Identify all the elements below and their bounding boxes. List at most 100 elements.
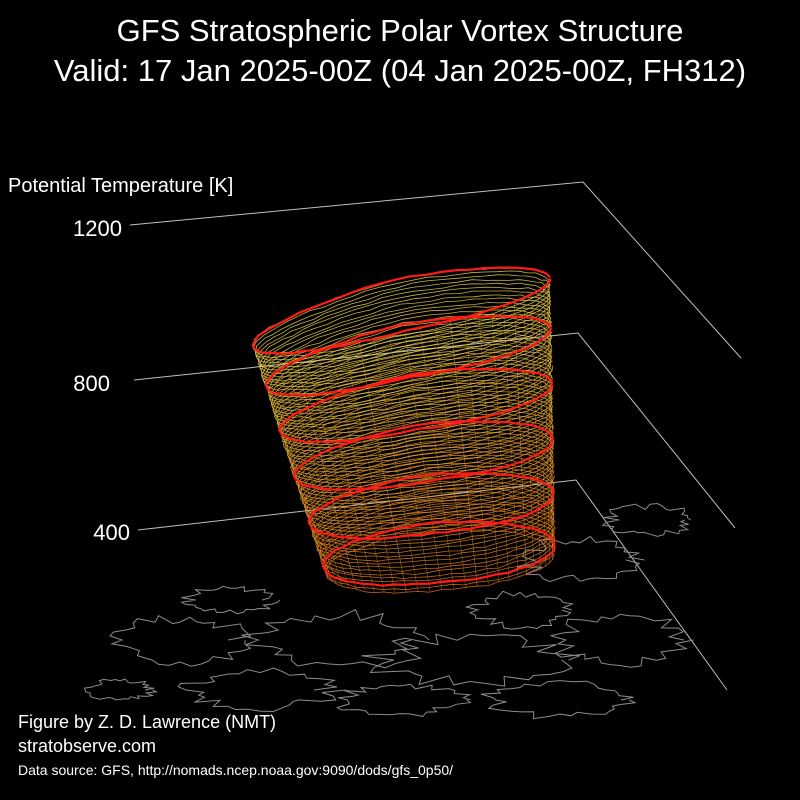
coastline-segment [241,609,430,669]
vortex-surface-stroke [523,297,535,573]
highlight-contour [264,315,552,397]
vortex-surface-stroke [330,347,385,593]
vortex-surface-stroke [464,317,489,585]
vortex-surface-stroke [546,283,553,560]
vortex-contour [282,382,553,457]
vortex-surface-stroke [543,286,550,563]
vortex-surface-stroke [531,294,541,570]
vortex-contour [269,330,552,408]
coastline-segment [177,667,347,713]
vortex-surface-stroke [503,305,519,578]
vortex-surface-stroke [546,283,553,560]
coastline-segment [361,633,581,687]
vortex-contour [284,385,553,460]
data-source: Data source: GFS, http://nomads.ncep.noa… [18,762,454,778]
vortex-contour [254,279,551,365]
vortex-contour [306,464,555,534]
coastline-segment [517,535,645,583]
tick-400: 400 [93,520,130,545]
vortex-surface-stroke [435,324,466,588]
vortex-contour [311,483,555,551]
vortex-contour [291,412,554,485]
vortex-contour [316,502,556,568]
vortex-contour [277,362,553,440]
vortex-surface-stroke [358,341,407,593]
vortex-surface-stroke [274,353,343,587]
vortex-surface-stroke [293,352,357,590]
vortex-surface-stroke [478,313,500,583]
coastline-segment [180,585,281,615]
vortex-surface-stroke [503,305,519,578]
vortex-surface-stroke [543,286,550,563]
highlight-contour [278,367,554,444]
highlight-contour [292,419,555,491]
vortex-surface-stroke [293,352,357,590]
coastline-segment [109,615,252,667]
vortex-contour [311,480,555,547]
vortex-contour [313,490,555,558]
vortex-contour [289,408,554,481]
vortex-surface-stroke [304,351,366,591]
vortex-surface-stroke [261,351,332,582]
credit-site: stratobserve.com [18,736,157,756]
grid-plane-1200 [129,181,742,359]
vortex-surface-stroke [450,320,478,587]
level-grid [129,181,742,691]
vortex-surface-stroke [491,309,510,581]
vortex-contour [259,290,552,375]
vortex-surface-stroke [420,327,455,590]
vortex-contour [319,509,556,576]
vortex-contour [257,286,551,371]
highlight-contour [251,266,552,355]
vortex-surface-stroke [344,344,396,593]
coastline-segment [480,680,637,720]
vortex-surface-stroke [330,347,385,593]
coastline-segment [336,683,472,717]
coastline-segment [550,613,694,668]
vortex-surface-stroke [523,297,535,573]
vortex-contour [260,301,552,385]
vortex-surface-stroke [317,349,375,592]
vortex-surface-stroke [267,352,337,585]
vortex-surface-stroke [256,350,329,579]
highlight-contour [307,471,556,541]
coastline-segment [83,678,159,701]
vortex-contour [301,446,554,515]
vortex-surface-stroke [344,344,396,593]
vortex-surface-stroke [513,301,527,575]
vortex-surface-stroke [304,351,366,591]
vortex-contour [255,274,550,361]
vortex-surface-stroke [513,301,527,575]
highlight-contours [251,266,556,587]
coastline-map [83,502,694,720]
vortex-surface-stroke [546,283,553,560]
vortex-surface-stroke [531,294,541,570]
vortex-surface-stroke [478,313,500,583]
vortex-contour [295,428,555,498]
vortex-surface-stroke [491,309,510,581]
title-line-2: Valid: 17 Jan 2025-00Z (04 Jan 2025-00Z,… [53,53,747,88]
vortex-surface-stroke [358,341,407,593]
tick-1200: 1200 [73,216,122,241]
grid-plane-400 [137,479,728,691]
vortex-contour [286,393,553,467]
vortex-contour [268,324,552,406]
vortex-contour [298,436,554,505]
vortex-surface-stroke [420,327,455,590]
tick-800: 800 [73,371,110,396]
vortex-surface-stroke [513,301,527,575]
axis-label: Potential Temperature [K] [8,175,234,197]
vortex-contour [304,454,555,522]
vortex-surface-stroke [256,350,329,579]
vortex-surface-stroke [464,317,489,585]
credit-author: Figure by Z. D. Lawrence (NMT) [18,712,277,732]
vortex-surface-stroke [358,341,407,593]
title-line-1: GFS Stratospheric Polar Vortex Structure [116,13,684,48]
vortex-surface-stroke [293,352,357,590]
vortex-contour [276,359,553,436]
vortex-surface-stroke [317,349,375,592]
vortex-surface-stroke [450,320,478,587]
vortex-contour [255,282,551,368]
coastline-segment [601,502,691,537]
